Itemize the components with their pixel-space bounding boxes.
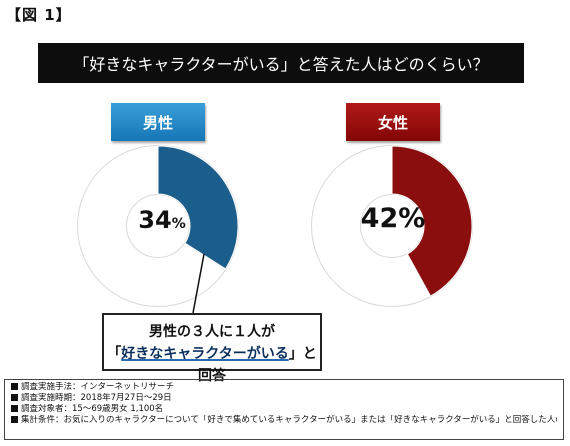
note-period: 調査実施時期：2018年7月27日～29日 — [11, 393, 557, 404]
callout-line2: 「好きなキャラクターがいる」と回答 — [104, 343, 320, 387]
note-method: 調査実施手法：インターネットリサーチ — [11, 382, 557, 393]
note-condition-text: 集計条件：お気に入りのキャラクターについて「好きで集めているキャラクターがいる」… — [21, 415, 557, 425]
note-respondents-text: 調査対象者：15～69歳男女 1,100名 — [21, 404, 164, 414]
bullet-icon — [11, 405, 18, 412]
female-label: 女性 — [346, 103, 440, 141]
bullet-icon — [11, 383, 18, 390]
survey-notes: 調査実施手法：インターネットリサーチ 調査実施時期：2018年7月27日～29日… — [4, 379, 564, 440]
callout-line1: 男性の３人に１人が — [149, 324, 275, 340]
male-donut-slice — [157, 145, 239, 270]
note-condition: 集計条件：お気に入りのキャラクターについて「好きで集めているキャラクターがいる」… — [11, 415, 557, 426]
male-donut-chart — [77, 145, 239, 307]
chart-title: 「好きなキャラクターがいる」と答えた人はどのくらい？ — [73, 55, 489, 74]
figure-label: 【図 1】 — [6, 6, 72, 24]
bullet-icon — [11, 394, 18, 401]
note-period-text: 調査実施時期：2018年7月27日～29日 — [21, 393, 172, 403]
female-donut-slice — [391, 145, 473, 297]
female-label-text: 女性 — [377, 113, 408, 132]
male-percentage-label: 34% — [124, 206, 200, 234]
male-percentage-unit: % — [171, 216, 186, 232]
callout-box: 男性の３人に１人が 「好きなキャラクターがいる」と回答 — [102, 313, 322, 384]
chart-title-banner: 「好きなキャラクターがいる」と答えた人はどのくらい？ — [38, 43, 524, 83]
note-method-text: 調査実施手法：インターネットリサーチ — [21, 382, 175, 392]
male-label-text: 男性 — [142, 113, 173, 132]
callout-quote-open: 「 — [107, 346, 122, 362]
note-respondents: 調査対象者：15～69歳男女 1,100名 — [11, 404, 557, 415]
female-percentage-label: 42% — [360, 203, 426, 234]
callout-quote-close: 」と回答 — [198, 346, 317, 384]
bullet-icon — [11, 416, 18, 423]
female-donut-chart — [311, 145, 473, 307]
male-percentage-value: 34 — [138, 206, 172, 234]
callout-highlight: 好きなキャラクターがいる — [121, 346, 289, 362]
male-label: 男性 — [111, 103, 205, 141]
